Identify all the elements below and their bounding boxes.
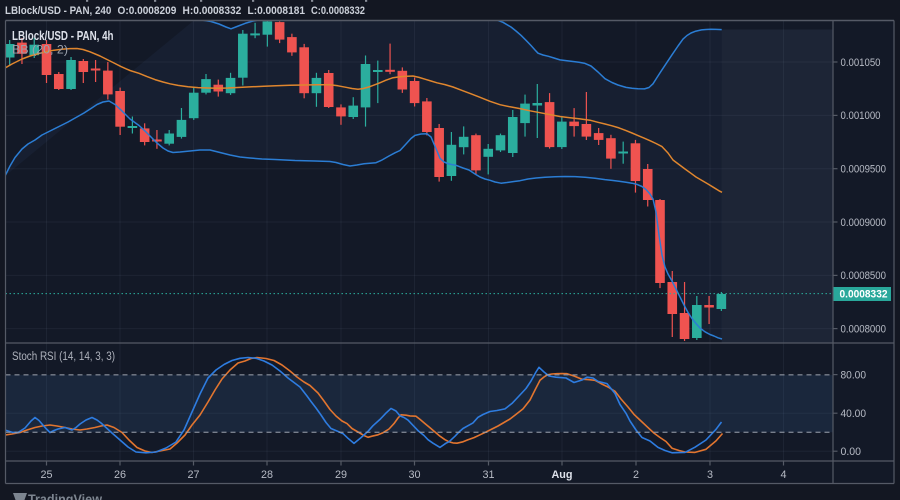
svg-text:26: 26	[114, 469, 126, 481]
svg-text:28: 28	[261, 469, 273, 481]
svg-text:4: 4	[780, 469, 786, 481]
svg-text:Stoch RSI (14, 14, 3, 3): Stoch RSI (14, 14, 3, 3)	[12, 351, 115, 363]
svg-text:LBlock/USD - PAN, 240: LBlock/USD - PAN, 240	[5, 5, 111, 17]
svg-text:O:0.0008209: O:0.0008209	[118, 5, 177, 17]
svg-text:29: 29	[335, 469, 347, 481]
svg-text:Aug: Aug	[552, 469, 573, 481]
svg-text:BB (20, 2): BB (20, 2)	[12, 43, 68, 57]
svg-text:LBlock/USD - PAN, 4h: LBlock/USD - PAN, 4h	[12, 29, 114, 43]
svg-text:0.0009000: 0.0009000	[841, 217, 887, 229]
svg-text:0.001050: 0.001050	[841, 57, 881, 69]
svg-text:TradingView: TradingView	[28, 491, 102, 500]
svg-text:30: 30	[408, 469, 420, 481]
svg-text:L:0.0008181: L:0.0008181	[248, 5, 306, 17]
svg-text:3: 3	[707, 469, 713, 481]
svg-text:27: 27	[187, 469, 199, 481]
svg-text:0.0008000: 0.0008000	[841, 323, 887, 335]
svg-text:0.0008332: 0.0008332	[840, 289, 888, 301]
svg-text:C:0.0008332: C:0.0008332	[311, 5, 365, 17]
svg-text:0.0009500: 0.0009500	[841, 164, 887, 176]
svg-text:2: 2	[633, 469, 639, 481]
svg-text:0.00: 0.00	[841, 446, 862, 458]
svg-text:0.001000: 0.001000	[841, 110, 881, 122]
svg-text:40.00: 40.00	[841, 408, 867, 420]
svg-text:80.00: 80.00	[841, 369, 867, 381]
svg-text:H:0.0008332: H:0.0008332	[183, 5, 242, 17]
svg-text:31: 31	[482, 469, 494, 481]
svg-text:0.0008500: 0.0008500	[841, 270, 887, 282]
svg-text:25: 25	[40, 469, 52, 481]
